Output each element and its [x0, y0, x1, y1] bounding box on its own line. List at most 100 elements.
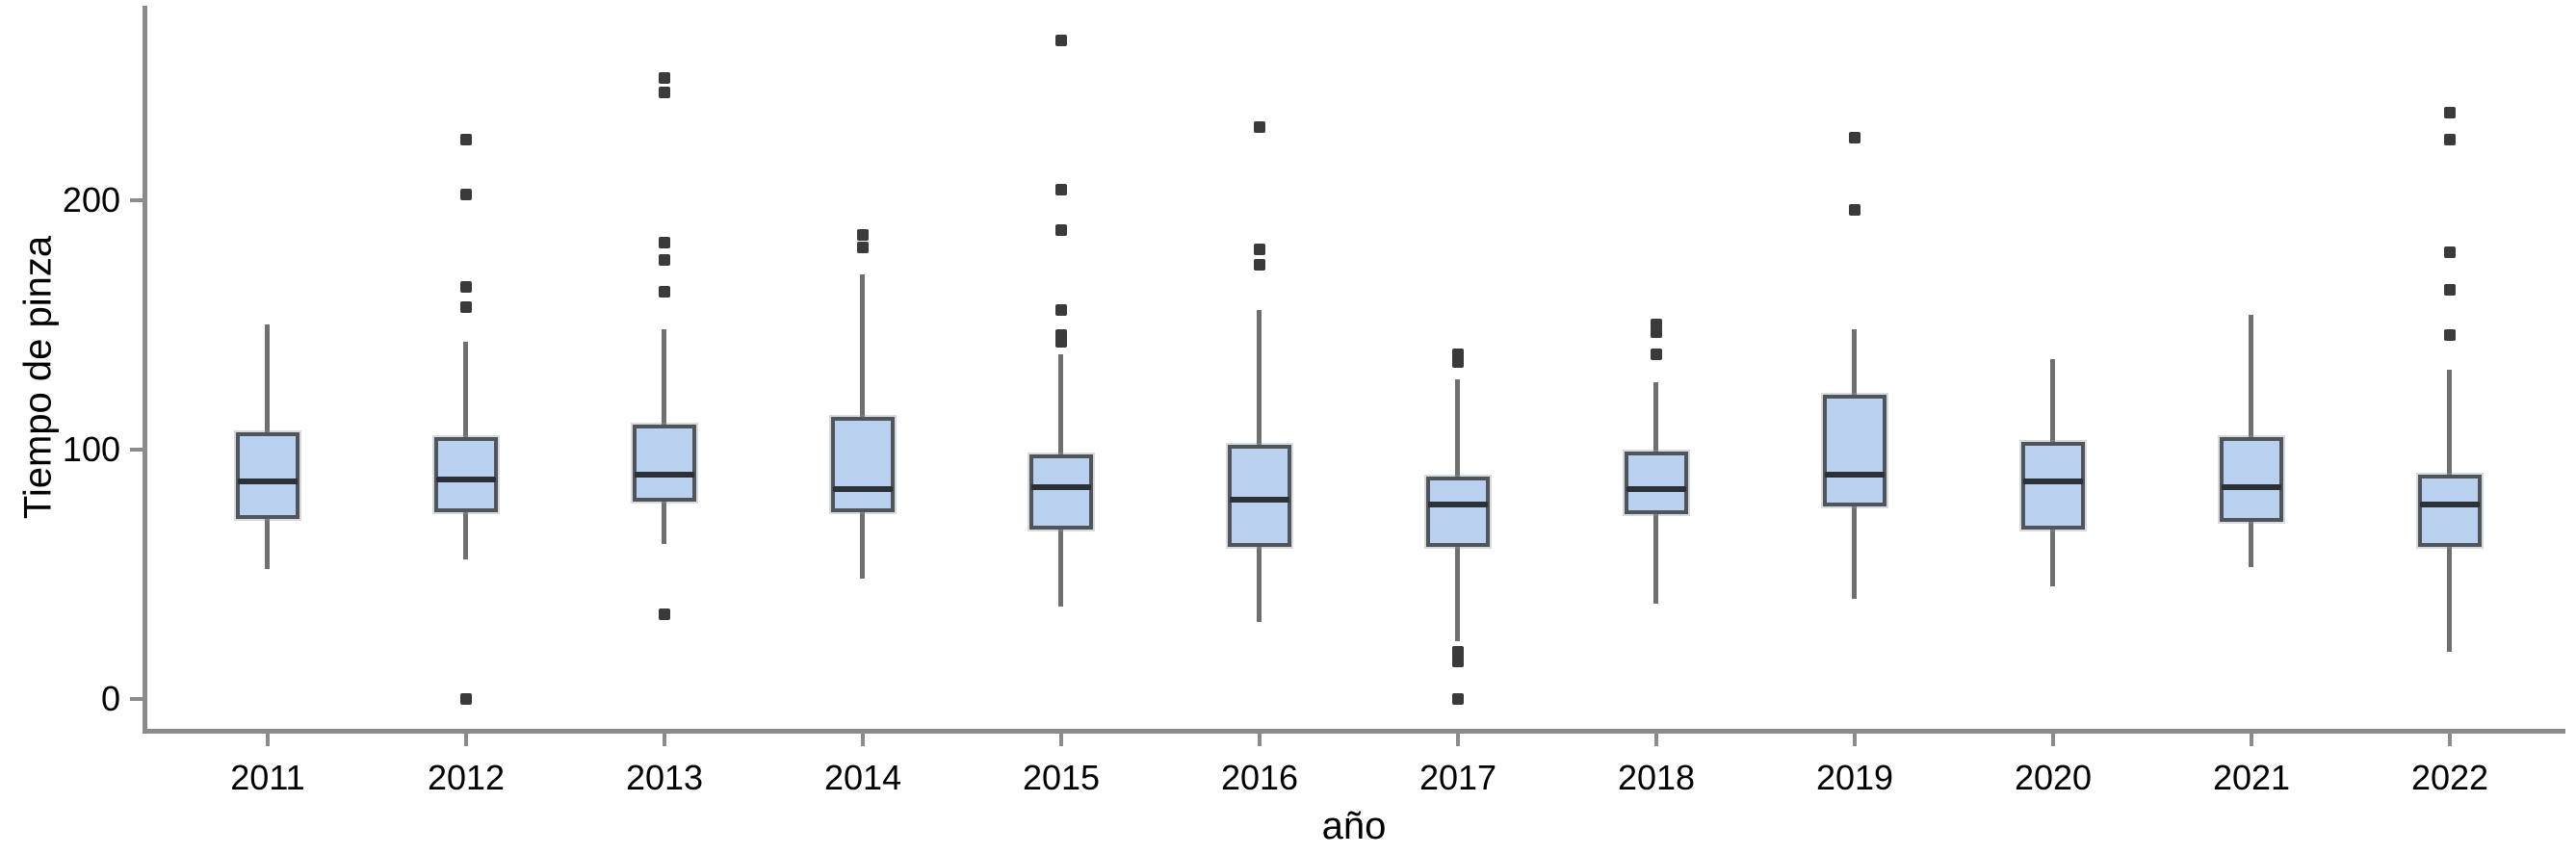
lower-whisker — [1455, 546, 1460, 642]
x-tick-label: 2021 — [2212, 758, 2291, 797]
x-tick — [861, 734, 865, 746]
outlier-dot — [1452, 692, 1464, 705]
upper-whisker — [265, 324, 270, 432]
outlier-dot — [659, 236, 670, 248]
outlier-dot — [1452, 356, 1464, 369]
lower-whisker — [2050, 529, 2055, 587]
upper-whisker — [1852, 329, 1857, 395]
box — [2220, 436, 2283, 522]
median-line — [238, 479, 298, 485]
box — [2418, 474, 2482, 547]
outlier-dot — [460, 134, 472, 146]
outlier-dot — [857, 228, 869, 241]
x-tick — [2250, 734, 2253, 746]
median-line — [2420, 501, 2480, 507]
x-tick — [2448, 734, 2452, 746]
outlier-dot — [2444, 106, 2456, 118]
y-tick-label: 100 — [62, 428, 120, 469]
outlier-dot — [460, 692, 472, 705]
box — [1426, 477, 1490, 547]
x-tick-label: 2011 — [230, 758, 305, 797]
outlier-dot — [1452, 645, 1464, 658]
upper-whisker — [2050, 359, 2055, 442]
median-line — [833, 486, 893, 493]
outlier-dot — [1651, 349, 1662, 361]
outlier-dot — [1651, 325, 1662, 338]
outlier-dot — [1254, 121, 1265, 134]
outlier-dot — [1849, 203, 1860, 216]
x-tick-label: 2012 — [427, 758, 506, 797]
upper-whisker — [2249, 314, 2253, 437]
upper-whisker — [1653, 381, 1658, 453]
x-tick — [1853, 734, 1857, 746]
x-tick — [663, 734, 666, 746]
box — [434, 436, 498, 512]
y-axis-title: Tiempo de pinza — [16, 235, 60, 520]
median-line — [1031, 483, 1091, 490]
upper-whisker — [860, 274, 865, 418]
box — [1823, 394, 1886, 507]
x-tick — [1059, 734, 1063, 746]
y-axis-line — [143, 6, 147, 734]
x-axis-title: año — [1321, 805, 1387, 847]
lower-whisker — [463, 511, 468, 559]
outlier-dot — [460, 189, 472, 201]
lower-whisker — [2447, 546, 2452, 652]
outlier-dot — [1055, 34, 1067, 46]
outlier-dot — [1849, 131, 1860, 143]
median-line — [2222, 483, 2281, 490]
lower-whisker — [1852, 506, 1857, 600]
box — [633, 424, 696, 503]
x-tick-label: 2019 — [1815, 758, 1894, 797]
median-line — [2023, 479, 2083, 485]
x-tick — [1258, 734, 1262, 746]
y-tick-label: 200 — [62, 179, 120, 220]
y-tick-label: 0 — [100, 678, 120, 718]
lower-whisker — [1257, 546, 1262, 622]
outlier-dot — [659, 87, 670, 99]
x-tick-label: 2018 — [1617, 758, 1696, 797]
outlier-dot — [659, 286, 670, 298]
box — [1228, 444, 1291, 547]
outlier-dot — [1055, 223, 1067, 236]
outlier-dot — [1055, 303, 1067, 316]
x-tick — [1456, 734, 1460, 746]
outlier-dot — [1452, 656, 1464, 668]
outlier-dot — [460, 281, 472, 294]
x-tick-label: 2022 — [2410, 758, 2489, 797]
lower-whisker — [1058, 529, 1063, 607]
x-tick-label: 2020 — [2014, 758, 2093, 797]
x-tick — [266, 734, 270, 746]
median-line — [1825, 471, 1885, 478]
x-tick — [2051, 734, 2055, 746]
lower-whisker — [265, 519, 270, 570]
median-line — [1230, 496, 1289, 503]
median-line — [1428, 501, 1488, 507]
box — [1625, 452, 1688, 515]
upper-whisker — [662, 329, 666, 425]
upper-whisker — [1455, 379, 1460, 478]
x-tick-label: 2017 — [1418, 758, 1497, 797]
outlier-dot — [857, 241, 869, 253]
x-tick-label: 2015 — [1022, 758, 1101, 797]
lower-whisker — [2249, 521, 2253, 567]
upper-whisker — [2447, 369, 2452, 475]
box — [831, 417, 895, 512]
outlier-dot — [2444, 328, 2456, 341]
upper-whisker — [1257, 309, 1262, 445]
outlier-dot — [460, 301, 472, 313]
median-line — [635, 471, 694, 478]
lower-whisker — [662, 502, 666, 545]
x-tick-label: 2014 — [823, 758, 902, 797]
y-tick — [130, 696, 144, 701]
outlier-dot — [2444, 134, 2456, 146]
outlier-dot — [2444, 283, 2456, 296]
outlier-dot — [1254, 244, 1265, 256]
lower-whisker — [1653, 514, 1658, 605]
outlier-dot — [659, 71, 670, 84]
box — [2021, 441, 2085, 530]
x-tick — [464, 734, 468, 746]
upper-whisker — [1058, 354, 1063, 454]
x-tick-label: 2016 — [1220, 758, 1299, 797]
